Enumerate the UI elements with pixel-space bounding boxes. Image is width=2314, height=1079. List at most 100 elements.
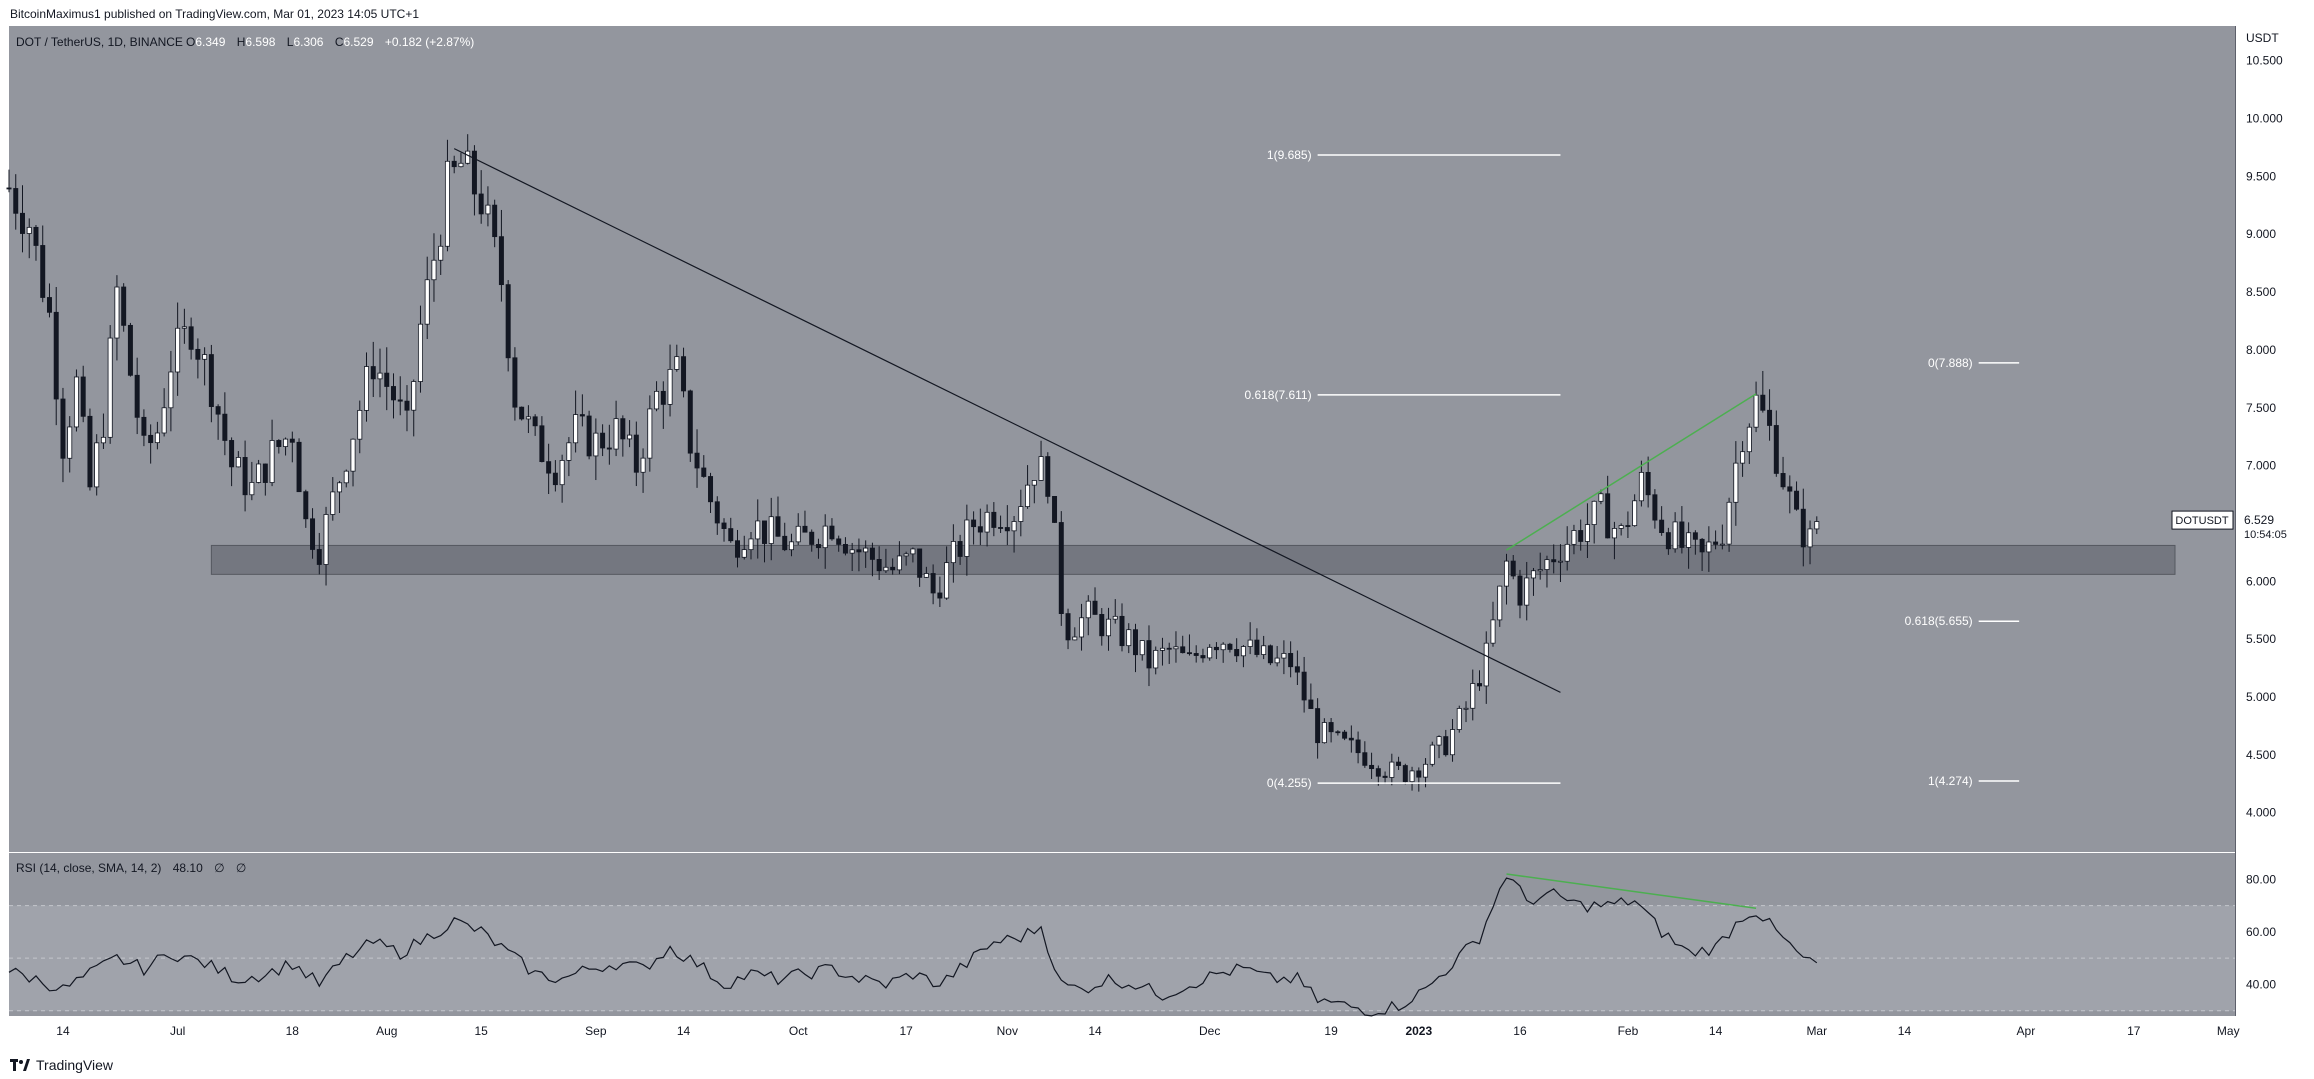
candle-body: [1045, 456, 1051, 497]
candle-body: [525, 416, 531, 420]
candle-body: [896, 555, 902, 571]
candle-body: [532, 416, 538, 427]
candle-body: [417, 323, 423, 382]
candle-body: [1004, 527, 1010, 532]
candle-body: [377, 372, 383, 380]
candle-body: [721, 522, 727, 529]
candle-body: [343, 470, 349, 484]
candle-body: [1375, 768, 1381, 777]
candle-body: [950, 541, 956, 564]
candle-body: [1213, 646, 1219, 651]
time-tick-label: 16: [1513, 1024, 1527, 1038]
candle-body: [1038, 456, 1044, 481]
candle-body: [1692, 532, 1698, 540]
candle-body: [6, 187, 12, 190]
rsi-legend-extra2: ∅: [236, 861, 246, 875]
tradingview-logo-icon: [10, 1059, 30, 1071]
legend-o-label: O: [186, 35, 195, 49]
candle-body: [471, 150, 477, 195]
candle-body: [1423, 763, 1429, 778]
candle-body: [1699, 538, 1705, 553]
candle-body: [19, 212, 25, 234]
candle-body: [26, 226, 32, 234]
candle-body: [647, 408, 653, 459]
rsi-band: [9, 905, 2235, 1012]
candle-body: [579, 414, 585, 417]
legend-c-value: 6.529: [344, 35, 374, 49]
candle-body: [984, 511, 990, 533]
candle-body: [1564, 543, 1570, 562]
tradingview-brand: TradingView: [36, 1057, 114, 1073]
candle-body: [161, 407, 167, 434]
candle-body: [1787, 486, 1793, 492]
candle-body: [1740, 451, 1746, 464]
candle-body: [539, 425, 545, 463]
candle-body: [188, 326, 194, 350]
candle-body: [1719, 543, 1725, 546]
candle-body: [735, 540, 741, 558]
fib-levels[interactable]: 1(9.685) 0.618(7.611) 0(4.255) 0(7.888) 0.61…: [1244, 148, 2020, 790]
candle-body: [1267, 645, 1273, 664]
candle-body: [687, 390, 693, 454]
candle-body: [431, 259, 437, 281]
candle-body: [937, 592, 943, 599]
candle-body: [67, 426, 73, 459]
time-tick-label: 17: [899, 1024, 913, 1038]
candle-body: [1328, 722, 1334, 733]
candle-body: [1065, 613, 1071, 641]
candle-body: [1800, 508, 1806, 548]
fib-level-label: 1(4.274): [1928, 774, 1973, 788]
price-chart[interactable]: 1(9.685) 0.618(7.611) 0(4.255) 0(7.888) 0.61…: [0, 26, 2314, 1047]
rsi-line: [8, 877, 1818, 1017]
candle-body: [175, 327, 181, 373]
legend-c-label: C: [335, 35, 344, 49]
candle-body: [141, 416, 147, 436]
time-tick-label: Nov: [997, 1024, 1018, 1038]
rsi-axis[interactable]: 80.00 60.00 40.00: [2246, 872, 2276, 991]
candle-body: [1254, 639, 1260, 655]
candle-body: [397, 399, 403, 402]
candle-body: [930, 573, 936, 594]
candle-body: [1814, 521, 1820, 530]
candle-body: [782, 535, 788, 551]
candle-body: [674, 356, 680, 370]
legend-l-value: 6.306: [293, 35, 323, 49]
rsi-legend-value: 48.10: [173, 861, 203, 875]
candle-body: [1321, 722, 1327, 744]
candle-body: [256, 463, 262, 483]
time-tick-label: 14: [1088, 1024, 1102, 1038]
candle-body: [1052, 496, 1058, 523]
candle-body: [148, 434, 154, 444]
candle-body: [1099, 614, 1105, 637]
legend-l-label: L: [287, 35, 294, 49]
price-axis[interactable]: 10.500 10.000 9.500 9.000 8.500 8.000 7.500 7.0…: [2246, 54, 2283, 820]
candle-body: [1611, 528, 1617, 539]
candle-body: [350, 438, 356, 472]
candle-body: [1409, 770, 1415, 783]
candle-body: [1159, 647, 1165, 651]
candle-body: [1652, 494, 1658, 521]
candle-body: [1443, 736, 1449, 756]
candle-body: [229, 440, 235, 468]
candle-body: [1537, 569, 1543, 572]
candle-body: [1308, 699, 1314, 709]
time-tick-label: 15: [475, 1024, 489, 1038]
candle-body: [1281, 653, 1287, 659]
candle-body: [337, 482, 343, 493]
candle-body: [836, 538, 842, 545]
price-axis-unit: USDT: [2246, 31, 2279, 45]
candle-body: [1753, 394, 1759, 428]
tradingview-logo[interactable]: TradingView: [10, 1057, 113, 1073]
candle-body: [384, 372, 390, 387]
candle-body: [620, 418, 626, 440]
candle-body: [748, 538, 754, 551]
main-pane-bg: [9, 26, 2235, 852]
time-tick-label: Sep: [585, 1024, 607, 1038]
last-price-countdown: 10:54:05: [2244, 529, 2287, 541]
rsi-tick-label: 40.00: [2246, 977, 2276, 991]
candle-body: [1180, 646, 1186, 654]
time-axis[interactable]: 14 Jul 18 Aug 15 Sep 14 Oct 17 Nov 14 Dec 19 2023 16 Fe…: [56, 1024, 2239, 1038]
candle-body: [1112, 615, 1118, 620]
drawings[interactable]: [453, 148, 1757, 909]
candle-body: [478, 193, 484, 215]
